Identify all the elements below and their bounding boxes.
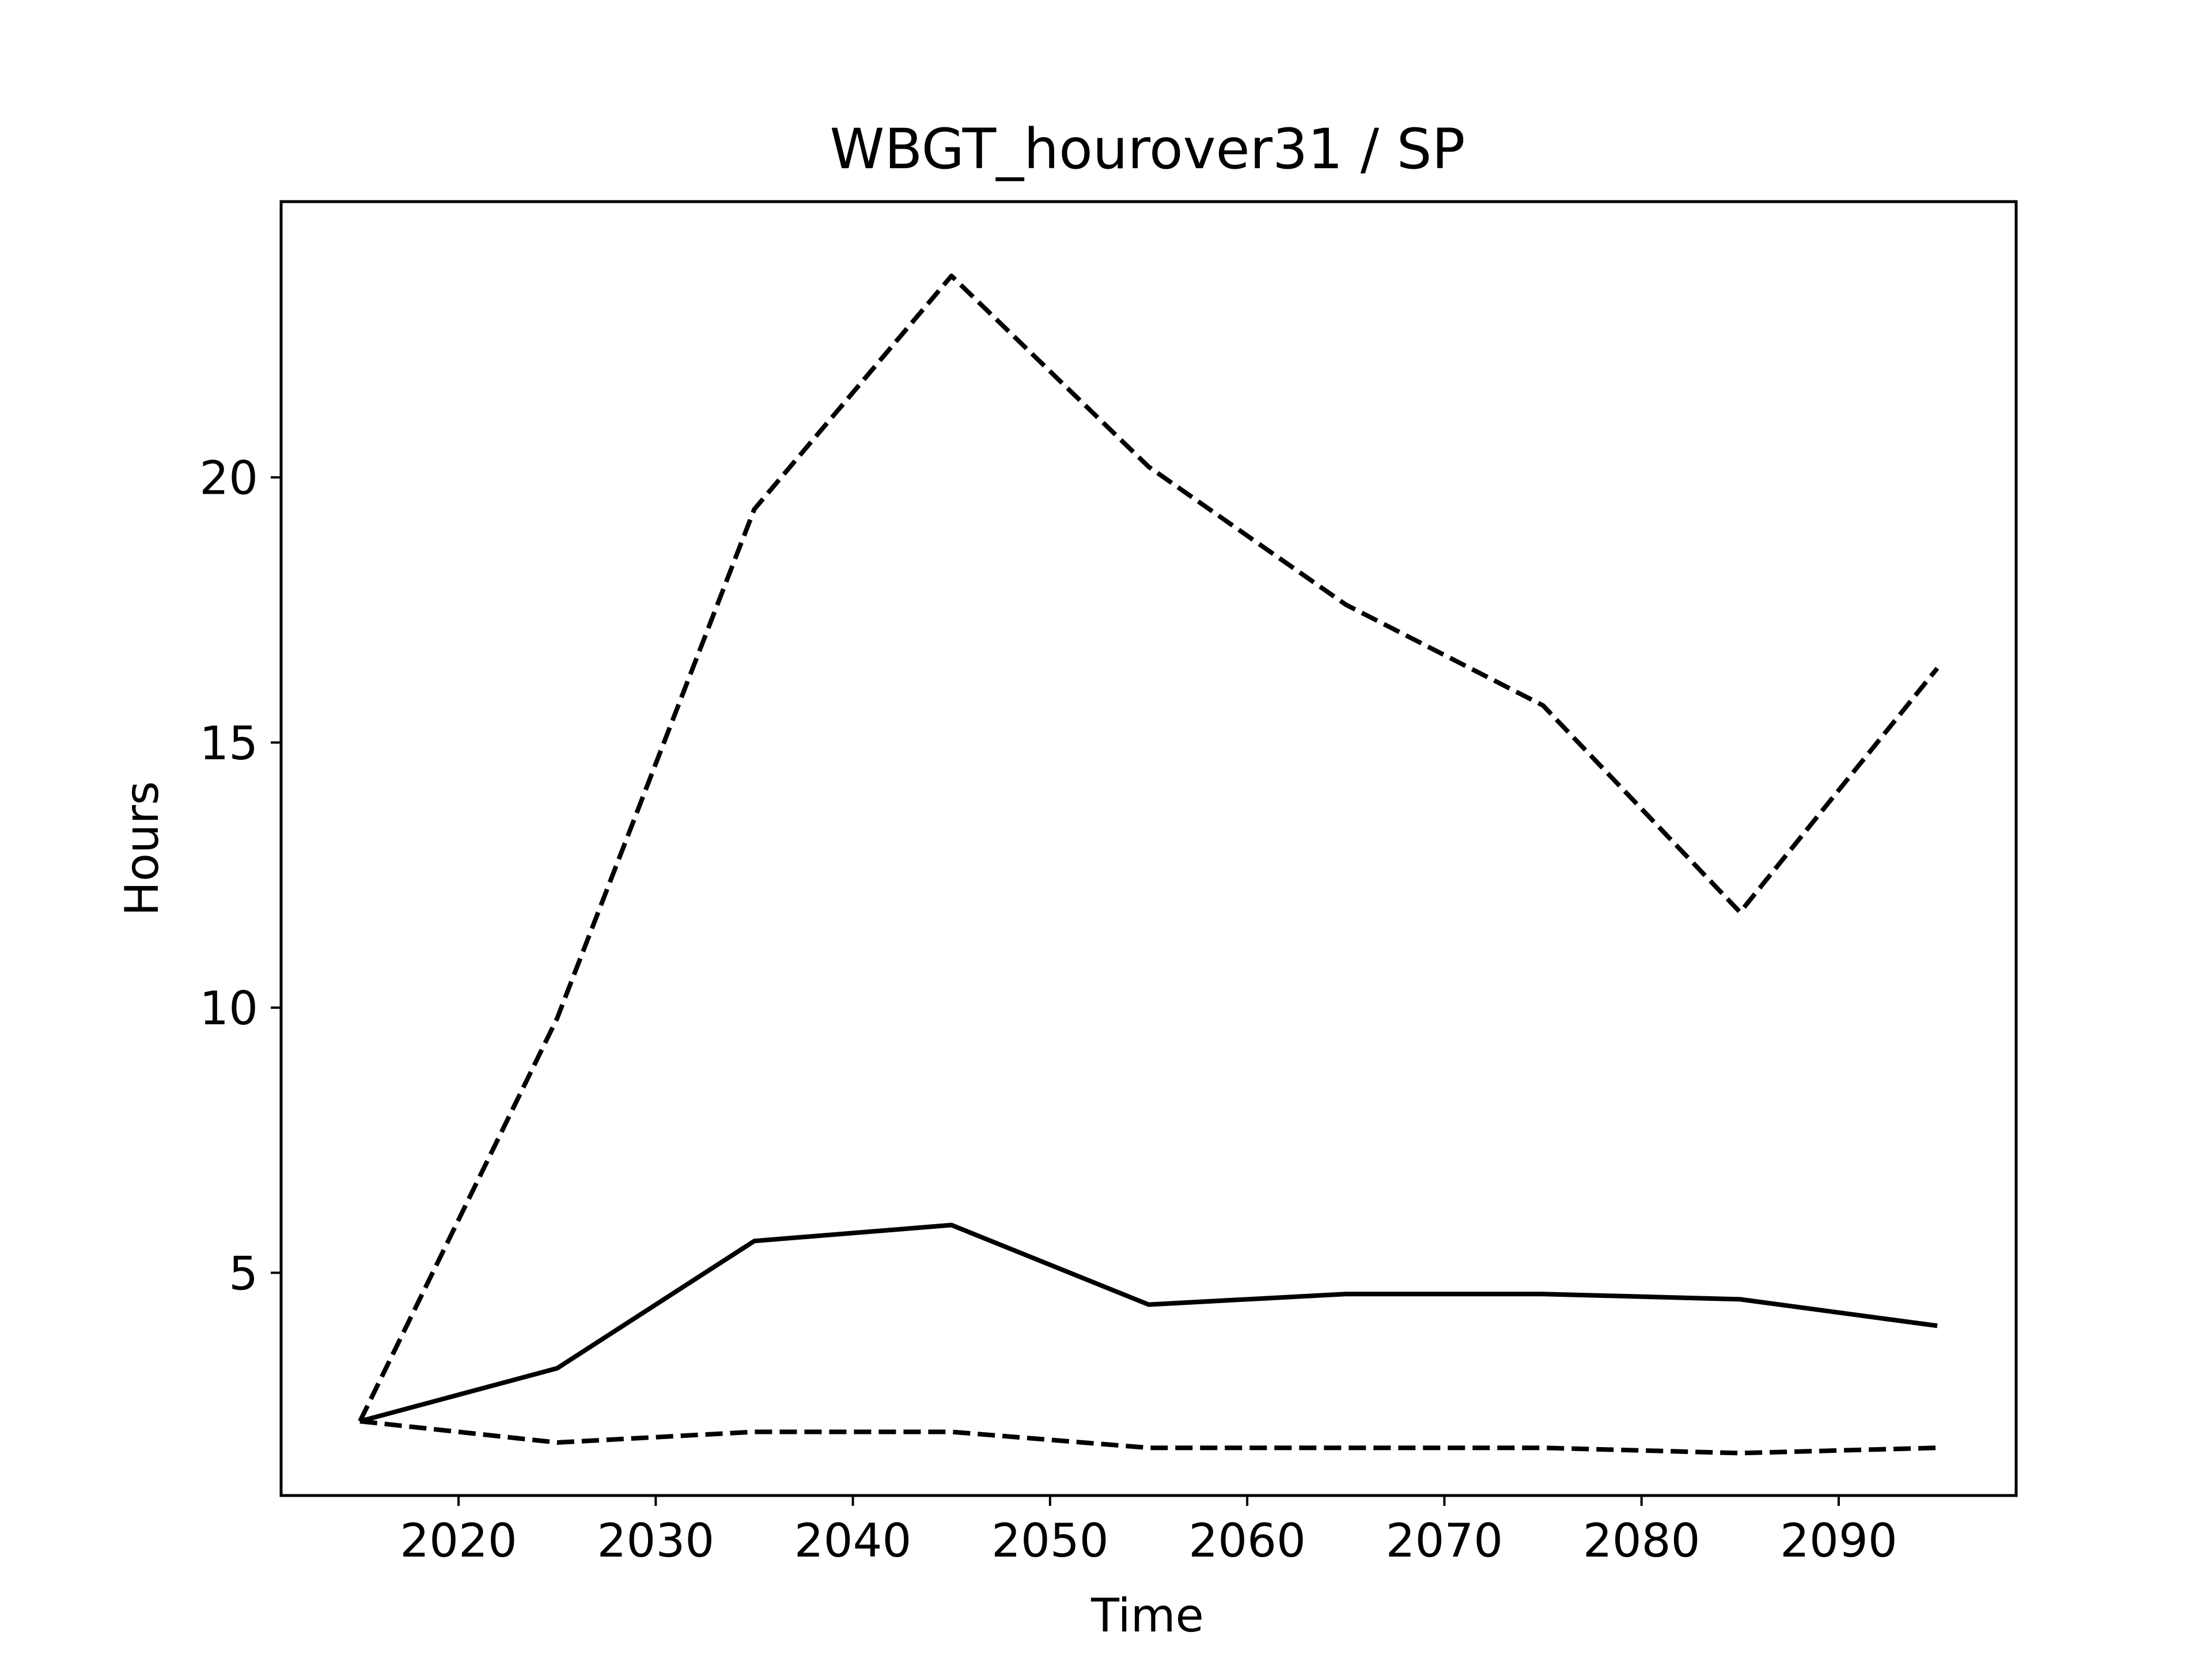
y-tick-label: 20 bbox=[199, 452, 258, 505]
x-axis-ticks: 2020 2030 2040 2050 2060 2070 2080 2090 bbox=[400, 1496, 1897, 1568]
x-tick-label: 2090 bbox=[1780, 1514, 1897, 1568]
x-tick-label: 2070 bbox=[1386, 1514, 1503, 1568]
x-tick-label: 2040 bbox=[794, 1514, 912, 1568]
plot-frame bbox=[279, 200, 2018, 1497]
x-tick-label: 2020 bbox=[400, 1514, 517, 1568]
x-tick-label: 2030 bbox=[597, 1514, 715, 1568]
x-tick-label: 2050 bbox=[991, 1514, 1109, 1568]
series-line-3 bbox=[359, 1419, 1938, 1456]
chart-title: WBGT_hourover31 / SP bbox=[830, 117, 1465, 181]
x-axis-label: Time bbox=[1090, 1589, 1204, 1642]
y-tick-label: 5 bbox=[229, 1247, 258, 1300]
series-line-1 bbox=[359, 1222, 1938, 1424]
x-tick-label: 2080 bbox=[1583, 1514, 1700, 1568]
series-layer bbox=[358, 273, 1940, 1456]
y-tick-label: 10 bbox=[199, 982, 258, 1035]
y-tick-label: 15 bbox=[199, 717, 258, 770]
x-tick-label: 2060 bbox=[1188, 1514, 1306, 1568]
y-axis-ticks: 5 10 15 20 bbox=[199, 452, 281, 1300]
series-line-2 bbox=[358, 273, 1940, 1422]
y-axis-label: Hours bbox=[115, 781, 169, 916]
